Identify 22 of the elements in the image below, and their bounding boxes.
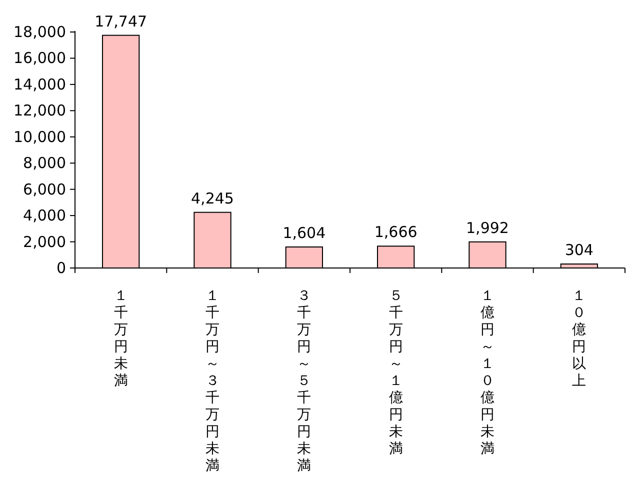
category-label: １億円～１０億円未満 [480, 288, 494, 457]
y-tick-label: 4,000 [23, 206, 66, 225]
y-tick-label: 14,000 [14, 75, 66, 94]
data-label: 304 [564, 241, 594, 260]
data-label: 4,245 [191, 189, 234, 208]
y-tick-label: 6,000 [23, 180, 66, 198]
category-label: ５千万円～１億円未満 [388, 288, 403, 457]
y-tick-label: 2,000 [23, 232, 66, 251]
category-label: ３千万円～５千万円未満 [297, 288, 312, 474]
y-tick-label: 10,000 [14, 128, 66, 146]
x-tick-label: １千万円未満 [114, 288, 128, 389]
y-tick-label: 18,000 [14, 23, 66, 41]
data-label: 1,604 [282, 224, 326, 242]
y-tick-label: 16,000 [14, 49, 66, 68]
category-label: １千万円～３千万円未満 [206, 288, 220, 474]
data-label: 1,992 [466, 218, 509, 237]
y-tick-label: 0 [56, 259, 66, 277]
y-tick-label: 12,000 [14, 102, 66, 120]
y-tick-label: 8,000 [23, 154, 66, 172]
data-label: 17,747 [94, 12, 148, 30]
data-label: 1,666 [374, 223, 418, 242]
x-tick-label: １０億円以上 [572, 288, 586, 389]
